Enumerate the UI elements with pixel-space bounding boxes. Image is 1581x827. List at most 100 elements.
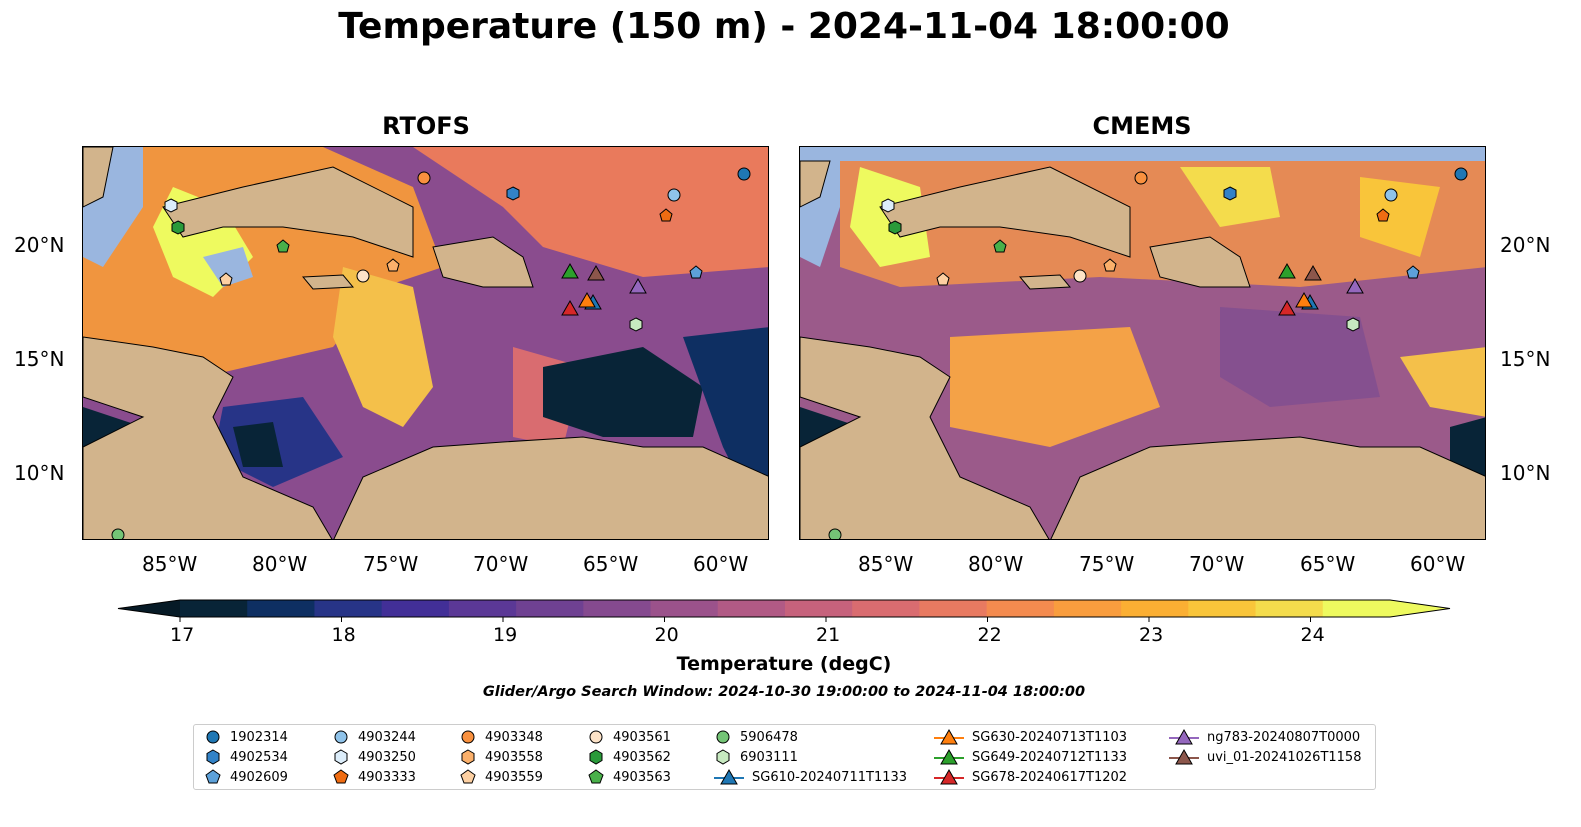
circle-marker-icon (206, 730, 220, 744)
legend-label: 4903559 (485, 769, 543, 785)
cmems-map-canvas (800, 147, 1485, 539)
triangle-line-marker-icon (934, 768, 964, 785)
triangle-line-marker-icon (714, 768, 744, 785)
legend-label: 4902534 (230, 749, 288, 765)
legend-label: 4903244 (358, 729, 416, 745)
colorbar-segment (1053, 600, 1122, 617)
rtofs-map-canvas (83, 147, 768, 539)
lon-tick-right-65w: 65°W (1300, 552, 1356, 576)
search-window-text: Glider/Argo Search Window: 2024-10-30 19… (482, 684, 1086, 700)
hexagon-marker-icon (461, 749, 475, 765)
triangle-line-marker-icon (934, 728, 964, 745)
lat-tick-left-15n: 15°N (14, 347, 65, 371)
legend-label: 4903348 (485, 729, 543, 745)
lon-tick-left-75w: 75°W (363, 552, 419, 576)
hexagon-marker-icon (206, 749, 220, 765)
colorbar-tick-label: 24 (1300, 624, 1325, 646)
legend-label: ng783-20240807T0000 (1207, 729, 1361, 745)
legend: 1902314 4902534 4902609 4903244 4903250 49033… (193, 724, 1376, 790)
colorbar-tick-label: 21 (816, 624, 841, 646)
legend-item: 4903348 (459, 728, 543, 746)
legend-item: 6903111 (714, 748, 798, 766)
legend-label: 4903250 (358, 749, 416, 765)
rtofs-map (82, 146, 769, 540)
pentagon-marker-icon (460, 769, 476, 784)
lon-tick-left-60w: 60°W (693, 552, 749, 576)
colorbar-label: Temperature (degC) (676, 653, 892, 675)
triangle-line-marker-icon (1169, 728, 1199, 745)
pentagon-marker-icon (333, 769, 349, 784)
colorbar-segment (314, 600, 383, 617)
legend-item: 4903244 (332, 728, 416, 746)
colorbar-under-extend (118, 600, 180, 617)
legend-label: 4903333 (358, 769, 416, 785)
colorbar-segment (1322, 600, 1391, 617)
colorbar-segment (448, 600, 517, 617)
pentagon-marker-icon (588, 769, 604, 784)
legend-label: 4903561 (613, 729, 671, 745)
legend-item: 1902314 (204, 728, 288, 746)
legend-label: 6903111 (740, 749, 798, 765)
lon-tick-left-85w: 85°W (142, 552, 198, 576)
legend-item: 4903559 (459, 768, 543, 786)
colorbar-segment (852, 600, 920, 617)
circle-marker-icon (334, 730, 348, 744)
legend-item: 4903563 (587, 768, 671, 786)
legend-item: SG630-20240713T1103 (934, 728, 1127, 746)
legend-item: 5906478 (714, 728, 798, 746)
legend-item: ng783-20240807T0000 (1169, 728, 1360, 746)
legend-label: SG610-20240711T1133 (752, 769, 908, 785)
colorbar-segment (381, 600, 450, 617)
colorbar-segment (180, 600, 248, 617)
legend-label: SG630-20240713T1103 (972, 729, 1128, 745)
lon-tick-right-60w: 60°W (1410, 552, 1466, 576)
legend-item: SG649-20240712T1133 (934, 748, 1127, 766)
lat-tick-left-20n: 20°N (14, 233, 65, 257)
hexagon-marker-icon (716, 749, 730, 765)
circle-marker-icon (589, 730, 603, 744)
legend-label: uvi_01-20241026T1158 (1207, 749, 1362, 765)
colorbar-segment (247, 600, 315, 617)
figure-title: Temperature (150 m) - 2024-11-04 18:00:0… (338, 6, 1230, 47)
legend-item: 4902534 (204, 748, 288, 766)
colorbar-segment (1188, 600, 1257, 617)
lon-tick-left-70w: 70°W (473, 552, 529, 576)
colorbar-tick-label: 22 (977, 624, 1002, 646)
legend-item: 4902609 (204, 768, 288, 786)
lat-tick-right-20n: 20°N (1500, 233, 1551, 257)
lat-tick-right-10n: 10°N (1500, 461, 1551, 485)
lon-tick-left-80w: 80°W (252, 552, 308, 576)
colorbar-segment (717, 600, 786, 617)
colorbar-tick-label: 20 (654, 624, 679, 646)
colorbar-segment (785, 600, 853, 617)
legend-label: 1902314 (230, 729, 288, 745)
legend-item: SG610-20240711T1133 (714, 768, 907, 786)
legend-label: 4903558 (485, 749, 543, 765)
legend-label: 5906478 (740, 729, 798, 745)
colorbar-segment (650, 600, 719, 617)
colorbar-segment (516, 600, 584, 617)
hexagon-marker-icon (334, 749, 348, 765)
legend-item: 4903333 (332, 768, 416, 786)
pentagon-marker-icon (205, 769, 221, 784)
circle-marker-icon (716, 730, 730, 744)
colorbar-tick-label: 23 (1139, 624, 1164, 646)
lon-tick-right-75w: 75°W (1079, 552, 1135, 576)
colorbar-segment (1121, 600, 1189, 617)
colorbar-tick-label: 19 (493, 624, 518, 646)
legend-label: SG678-20240617T1202 (972, 769, 1128, 785)
triangle-line-marker-icon (1169, 748, 1199, 765)
circle-marker-icon (461, 730, 475, 744)
panel-title-rtofs: RTOFS (382, 112, 470, 140)
lon-tick-right-70w: 70°W (1189, 552, 1245, 576)
legend-item: uvi_01-20241026T1158 (1169, 748, 1361, 766)
cmems-map (799, 146, 1486, 540)
colorbar-segment (986, 600, 1055, 617)
colorbar-over-extend (1390, 600, 1450, 617)
lat-tick-left-10n: 10°N (14, 461, 65, 485)
legend-item: 4903562 (587, 748, 671, 766)
lon-tick-right-80w: 80°W (968, 552, 1024, 576)
legend-item: SG678-20240617T1202 (934, 768, 1127, 786)
legend-item: 4903558 (459, 748, 543, 766)
colorbar-tick-label: 17 (170, 624, 195, 646)
